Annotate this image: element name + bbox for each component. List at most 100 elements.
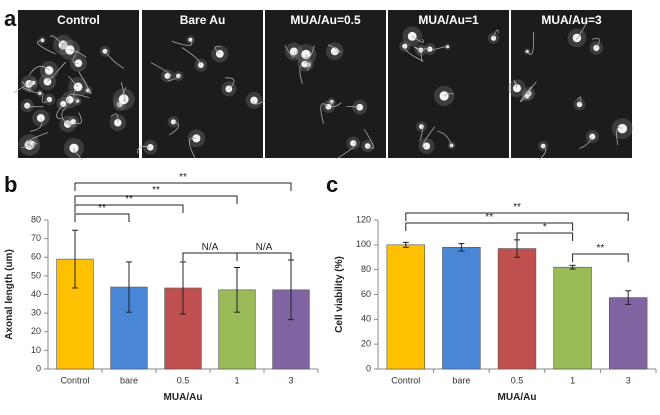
- significance-bracket: [405, 222, 574, 231]
- neurite: [104, 51, 124, 69]
- neurite: [578, 136, 593, 149]
- micrograph-background: [142, 10, 263, 158]
- y-axis-label: Axonal length (um): [4, 249, 15, 340]
- error-bar: [625, 290, 632, 305]
- x-tick-label: bare: [120, 375, 138, 385]
- neurite: [592, 37, 600, 49]
- significance-bracket: [516, 232, 574, 241]
- neurite: [117, 87, 127, 107]
- neurite: [330, 101, 342, 108]
- neurite: [320, 103, 329, 124]
- significance-bracket: [74, 195, 238, 204]
- neurite: [538, 145, 547, 160]
- y-tick-label: 120: [356, 214, 371, 224]
- error-bar: [458, 243, 465, 252]
- error-bar: [234, 266, 240, 313]
- neurite: [225, 77, 235, 90]
- image-title: MUA/Au=0.5: [290, 13, 361, 27]
- neurite: [37, 39, 56, 55]
- neurite: [28, 65, 50, 76]
- cell-body: [118, 94, 129, 105]
- micrograph: MUA/Au=3: [508, 10, 633, 160]
- neurite: [168, 121, 179, 136]
- neurite: [110, 113, 119, 123]
- neurite: [26, 105, 44, 108]
- significance-label: **: [125, 194, 133, 205]
- neurite: [419, 126, 424, 142]
- x-axis-label: MUA/Au: [498, 392, 537, 403]
- neurite: [181, 47, 202, 66]
- y-tick-label: 100: [356, 239, 371, 249]
- neurite: [56, 103, 64, 120]
- neurite: [22, 142, 37, 148]
- neurite: [420, 48, 430, 62]
- neurite: [68, 76, 79, 88]
- neurite: [72, 50, 79, 64]
- significance-label: **: [179, 172, 187, 183]
- significance-bracket: [182, 252, 238, 261]
- y-axis-label: Cell viability (%): [334, 256, 345, 333]
- cell-body: [24, 102, 31, 109]
- y-tick-label: 50: [31, 270, 41, 280]
- cell-body: [491, 35, 497, 41]
- neurite: [13, 81, 34, 94]
- x-tick-label: 1: [234, 375, 239, 385]
- error-bar: [180, 261, 186, 315]
- neurite: [363, 129, 374, 149]
- neurite: [437, 130, 452, 146]
- micrograph: Control: [13, 10, 139, 160]
- neurite: [253, 100, 266, 105]
- x-tick-label: 3: [626, 375, 631, 385]
- x-tick-label: bare: [452, 375, 470, 385]
- micrograph-background: [265, 10, 386, 158]
- cell-body: [422, 142, 431, 150]
- neurite: [22, 87, 40, 94]
- neurite: [171, 39, 193, 46]
- significance-bracket: [572, 253, 629, 262]
- panel-label: b: [4, 172, 17, 197]
- error-bar: [569, 264, 576, 270]
- image-title: Bare Au: [180, 13, 226, 27]
- neurite: [327, 44, 341, 53]
- neurite: [404, 46, 424, 62]
- significance-label: **: [597, 243, 605, 254]
- neurite: [137, 146, 151, 154]
- neurite: [526, 31, 534, 55]
- neurite: [41, 93, 50, 103]
- neurite: [47, 61, 67, 82]
- significance-label: **: [98, 203, 106, 214]
- significance-label: N/A: [202, 242, 219, 253]
- neurite: [167, 75, 181, 82]
- image-title: MUA/Au=1: [418, 13, 479, 27]
- neurite: [576, 21, 588, 40]
- x-tick-label: 0.5: [511, 375, 524, 385]
- neurite: [73, 112, 82, 124]
- x-tick-label: 1: [570, 375, 575, 385]
- significance-label: N/A: [256, 242, 273, 253]
- neurite: [413, 46, 421, 52]
- y-tick-label: 60: [361, 289, 371, 299]
- y-tick-label: 0: [366, 363, 371, 373]
- neurite: [188, 137, 197, 159]
- bar: [442, 247, 481, 370]
- x-axis-label: MUA/Au: [164, 392, 203, 403]
- x-tick-label: Control: [60, 375, 89, 385]
- y-tick-label: 70: [31, 233, 41, 243]
- neurite: [577, 96, 582, 105]
- y-tick-label: 10: [31, 345, 41, 355]
- bar: [497, 248, 537, 370]
- y-tick-label: 40: [361, 314, 371, 324]
- micrograph-background: [511, 10, 632, 158]
- cell-body: [617, 123, 628, 134]
- neurite: [73, 147, 83, 160]
- significance-label: **: [513, 202, 521, 213]
- neurite: [61, 107, 69, 125]
- neurite: [616, 127, 623, 145]
- y-tick-label: 40: [31, 289, 41, 299]
- panel-label: a: [4, 6, 17, 31]
- neurite: [29, 117, 43, 132]
- significance-bracket: [405, 212, 629, 221]
- bar: [386, 244, 426, 370]
- error-bar: [72, 229, 78, 289]
